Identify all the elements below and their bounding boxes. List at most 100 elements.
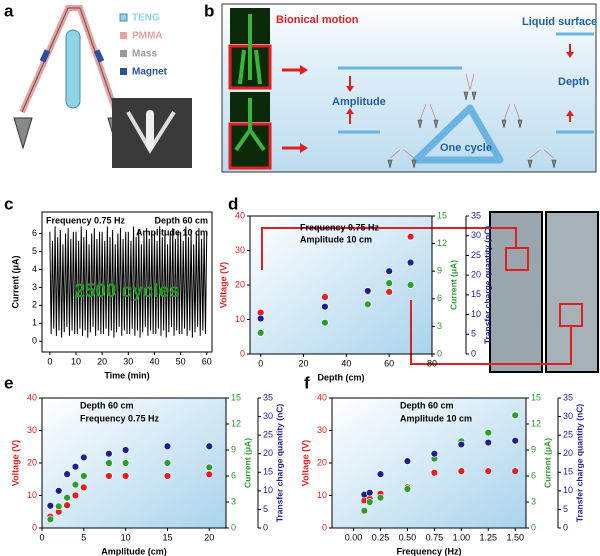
y3-tick-label: 30 [263,411,273,421]
y-tick-label: 10 [27,490,37,500]
y2-tick-label: 3 [231,496,236,506]
y2-tick-label: 9 [231,444,236,454]
y3-tick-label: 15 [563,467,573,477]
data-point [105,472,113,480]
annotation: Amplitude 10 cm [136,227,208,237]
plot-background [42,398,226,528]
data-point [457,467,466,475]
y3-tick-label: 5 [563,504,568,514]
data-point [257,329,265,337]
y3-tick-label: 20 [563,448,573,458]
panel-label: a [4,1,14,20]
data-point [121,472,130,480]
x-tick-label: 30 [123,356,133,366]
annotation: Depth 60 cm [400,400,454,410]
y2-axis-label: Current (μA) [542,438,552,488]
data-point [430,450,439,458]
y-tick-label: 0 [240,348,245,358]
y3-tick-label: 10 [471,309,481,319]
data-point [63,493,71,502]
data-point [484,438,492,447]
x-tick-label: 0.25 [372,532,390,542]
x-tick-label: 1.00 [453,532,471,542]
y-tick-label: 40 [317,392,327,402]
motion-diagram [221,3,597,173]
legend: TENG PMMA Mass Magnet [119,13,168,78]
x-tick-label: 40 [149,356,159,366]
y-tick-label: 20 [27,457,37,467]
y-tick-label: 20 [235,279,245,289]
legend-entry: Mass [132,49,157,60]
x-tick-label: 10 [71,356,81,366]
x-axis-label: Depth (cm) [318,372,365,382]
y-tick-label: 30 [317,425,327,435]
device-sketch [13,5,192,168]
data-point [63,470,71,478]
annotation: Amplitude 10 cm [300,234,372,244]
y-tick-label: 4 [32,264,37,274]
data-point [163,459,172,467]
y-tick-label: 40 [235,210,245,220]
y2-tick-label: 12 [231,418,241,428]
x-tick-label: 50 [176,356,186,366]
y3-tick-label: 30 [563,411,573,421]
y-tick-label: 2 [32,300,37,310]
data-point [46,502,55,510]
y3-tick-label: 20 [471,270,481,280]
y2-tick-label: 3 [437,321,442,331]
plot-background [332,398,526,528]
plot-frame [41,211,213,353]
y3-tick-label: 35 [471,210,481,220]
data-point [385,288,393,296]
data-point [511,467,519,475]
x-tick-label: 60 [202,356,212,366]
y2-axis-label: Current (μA) [242,438,252,488]
data-point [484,467,492,475]
y2-tick-label: 6 [437,293,442,303]
y3-tick-label: 5 [471,329,476,339]
x-tick-label: 10 [121,532,131,542]
y-tick-label: 10 [317,490,327,500]
annotation: 2500 cycles [74,281,180,302]
y3-axis-label: Transfer charge quantity (nC) [574,404,584,523]
y-axis-label: Voltage (V) [300,440,310,486]
x-tick-label: 0 [39,532,44,542]
x-axis-label: Frequency (Hz) [396,546,461,556]
photo-insets [261,211,599,373]
y2-tick-label: 0 [437,348,442,358]
data-point [484,428,492,437]
y2-tick-label: 9 [531,444,536,454]
data-point [105,450,113,458]
x-tick-label: 5 [81,532,86,542]
data-point [80,453,88,462]
y3-axis-label: Transfer charge quantity (nC) [482,226,492,345]
legend-entry: TENG [132,13,160,24]
data-point [80,483,88,492]
y2-tick-label: 0 [231,522,236,532]
data-point [321,302,329,311]
data-point [80,472,88,480]
y3-axis-label: Transfer charge quantity (nC) [274,404,284,523]
y2-tick-label: 6 [531,470,536,480]
y3-tick-label: 25 [263,430,273,440]
data-point [163,442,172,450]
data-point [71,491,80,500]
data-point [360,506,369,515]
y-tick-label: 30 [235,245,245,255]
data-point [403,457,412,465]
y3-tick-label: 15 [263,467,273,477]
x-tick-label: 1.50 [506,532,524,542]
x-tick-label: 0.00 [345,532,363,542]
data-point [63,501,71,509]
y2-tick-label: 3 [531,496,536,506]
data-point [71,480,80,489]
x-tick-label: 0.75 [426,532,444,542]
y3-tick-label: 0 [563,522,568,532]
data-point [205,470,213,479]
y-tick-label: 10 [235,314,245,324]
x-tick-label: 20 [204,532,214,542]
data-point [376,493,385,502]
panel-label: b [204,1,214,20]
y2-tick-label: 12 [531,418,541,428]
